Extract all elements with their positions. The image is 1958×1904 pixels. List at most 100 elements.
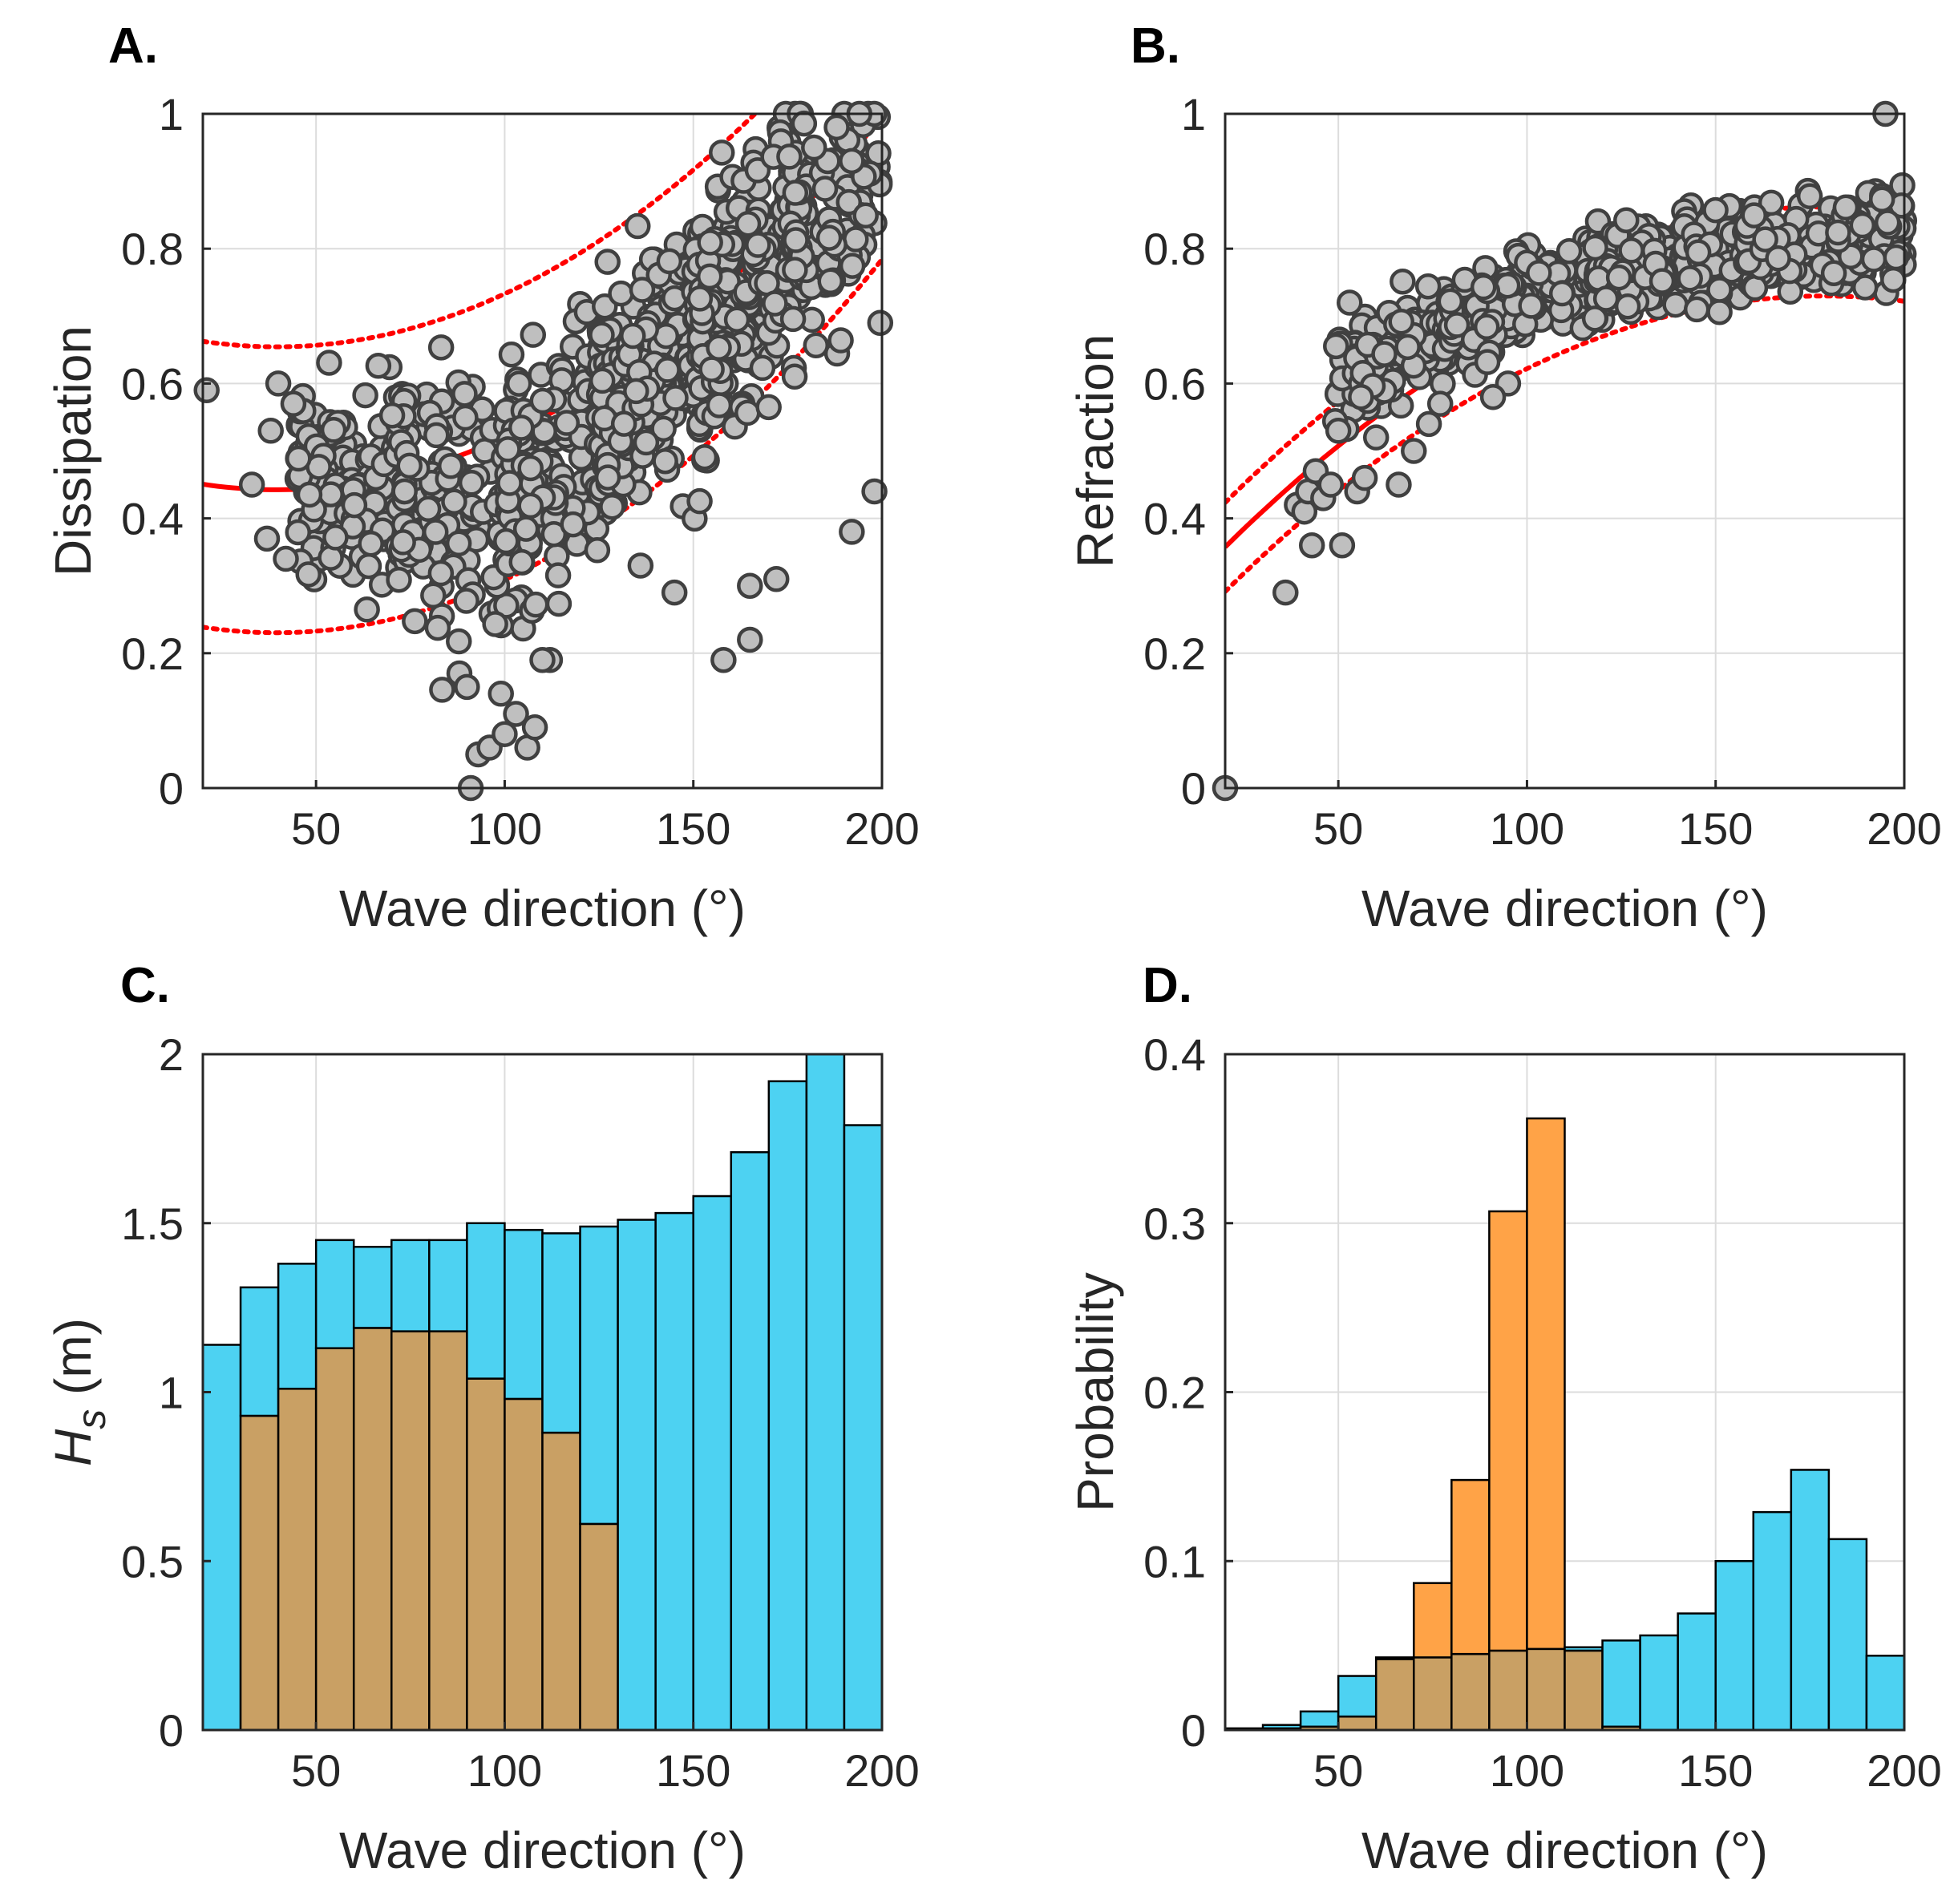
data-point xyxy=(544,562,572,588)
bar-overlap xyxy=(1450,1652,1491,1732)
bar-overlap xyxy=(1564,1649,1604,1732)
data-point xyxy=(745,232,771,258)
x-tick-label: 150 xyxy=(1678,1745,1753,1796)
bar-cyan xyxy=(428,1239,468,1332)
bar-cyan xyxy=(314,1239,355,1349)
data-point xyxy=(402,608,428,635)
panel-letter: D. xyxy=(1143,958,1192,1013)
x-tick-label: 100 xyxy=(1490,803,1564,854)
panel-letter: A. xyxy=(108,18,158,74)
bar-overlap xyxy=(1526,1647,1566,1732)
data-point xyxy=(1874,209,1901,236)
bar-overlap xyxy=(352,1327,393,1732)
data-point xyxy=(354,596,380,623)
y-tick-label: 0.2 xyxy=(1143,629,1206,679)
data-point xyxy=(594,249,621,275)
data-point xyxy=(1613,207,1640,233)
bar-cyan xyxy=(1601,1639,1641,1728)
data-point xyxy=(1706,277,1733,303)
data-point xyxy=(423,422,450,449)
data-point xyxy=(1741,202,1767,228)
y-tick-label: 0.8 xyxy=(1143,224,1206,274)
bar-orange xyxy=(1450,1478,1491,1655)
x-axis-label: Wave direction (°) xyxy=(1361,879,1768,937)
bar-cyan xyxy=(1639,1634,1679,1732)
data-point xyxy=(498,341,525,368)
x-tick-label: 150 xyxy=(1678,803,1753,854)
data-point xyxy=(1683,296,1710,323)
bar-cyan xyxy=(1564,1646,1604,1652)
bar-overlap xyxy=(579,1522,619,1732)
data-point xyxy=(633,429,660,456)
panel-a: A. 50 100 150 200 0 0.2 0.4 0.6 0.8 1 Wave directio… xyxy=(44,18,920,937)
data-point xyxy=(629,277,656,303)
y-tick-label: 0.6 xyxy=(1143,358,1206,409)
bar-cyan xyxy=(1261,1724,1302,1730)
bar-overlap xyxy=(428,1330,468,1732)
data-point xyxy=(803,332,830,359)
bar-overlap xyxy=(466,1377,506,1732)
data-point xyxy=(1592,285,1620,312)
x-tick-label: 100 xyxy=(467,1745,542,1796)
data-point xyxy=(584,537,611,564)
bar-overlap xyxy=(239,1414,280,1732)
data-point xyxy=(1371,341,1398,367)
data-point xyxy=(706,334,732,362)
y-axis-label: Probability xyxy=(1066,1272,1124,1512)
data-point xyxy=(661,579,688,606)
data-point xyxy=(352,382,378,409)
data-point xyxy=(1758,189,1785,216)
data-point xyxy=(1825,219,1851,246)
data-point xyxy=(1614,293,1641,320)
data-point xyxy=(696,263,723,290)
y-tick-label: 0 xyxy=(1181,763,1206,814)
data-point xyxy=(779,305,807,333)
data-point xyxy=(1581,305,1608,332)
data-point xyxy=(1443,312,1471,338)
data-point xyxy=(1860,246,1887,273)
bar-cyan xyxy=(239,1286,280,1417)
data-point xyxy=(852,202,879,229)
data-point xyxy=(817,268,844,295)
data-point xyxy=(1765,245,1791,272)
bar-cyan xyxy=(579,1225,619,1526)
data-point xyxy=(861,478,888,505)
bar-cyan xyxy=(730,1150,771,1732)
data-point xyxy=(422,519,449,545)
data-point xyxy=(1437,288,1464,315)
data-point xyxy=(545,590,572,617)
y-tick-label: 0 xyxy=(159,1705,184,1756)
data-point xyxy=(378,402,406,429)
data-point xyxy=(623,378,649,405)
bar-orange xyxy=(1526,1117,1566,1651)
bar-overlap xyxy=(390,1330,431,1732)
data-point xyxy=(458,470,485,496)
data-point xyxy=(1706,298,1733,325)
data-point xyxy=(1702,196,1729,224)
data-point xyxy=(492,721,518,747)
data-point xyxy=(1325,418,1352,444)
data-point xyxy=(396,452,423,479)
data-point xyxy=(737,572,763,599)
y-tick-label: 0.5 xyxy=(121,1536,184,1587)
x-axis-label: Wave direction (°) xyxy=(1361,1821,1768,1879)
data-point xyxy=(280,390,307,417)
data-point xyxy=(520,321,547,348)
data-point xyxy=(1677,265,1703,292)
panel-c: C. 50 100 150 200 0 0.5 1 1.5 2 Wave direction (°)… xyxy=(44,958,920,1879)
data-point xyxy=(1362,424,1390,451)
data-point xyxy=(1548,280,1576,307)
data-point xyxy=(1474,349,1501,375)
data-point xyxy=(1868,186,1895,213)
y-axis-label-subscript: s xyxy=(69,1409,114,1429)
data-point xyxy=(867,309,894,337)
data-point xyxy=(253,525,281,552)
x-tick-label: 50 xyxy=(1313,803,1363,854)
data-point xyxy=(815,224,843,251)
data-point xyxy=(762,290,788,317)
bar-cyan xyxy=(1374,1656,1415,1660)
y-tick-label: 0.4 xyxy=(121,494,184,544)
data-point xyxy=(508,548,535,576)
data-point xyxy=(1582,234,1608,261)
